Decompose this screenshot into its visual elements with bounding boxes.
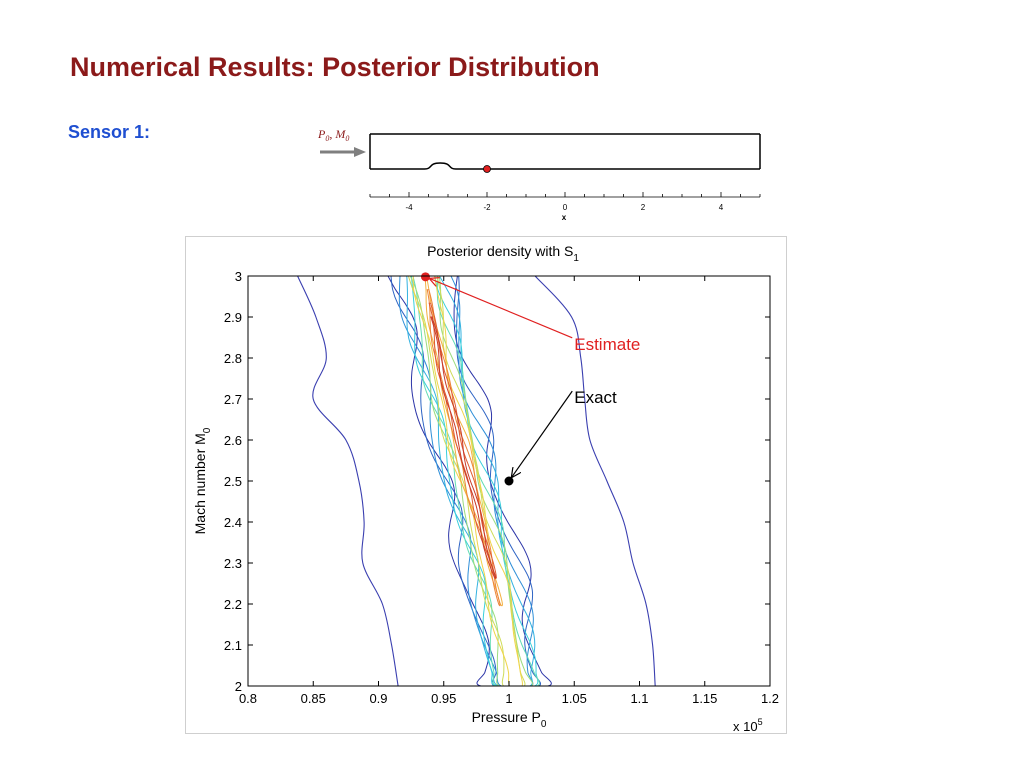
- contour-lines: [297, 276, 656, 686]
- inflow-label-m-sub: 0: [345, 134, 349, 143]
- contour-group: [297, 276, 656, 686]
- x-multiplier: x 105: [733, 717, 763, 734]
- x-multiplier-base: x 10: [733, 719, 758, 734]
- y-tick-label: 2.7: [224, 392, 242, 407]
- y-tick-label: 2.1: [224, 638, 242, 653]
- channel-body: [369, 133, 761, 173]
- annotation-arrow: [430, 279, 573, 339]
- channel-tick-label: 2: [641, 203, 646, 212]
- y-tick-label: 2.3: [224, 556, 242, 571]
- channel-tick-label: 4: [719, 203, 724, 212]
- y-axis-label: Mach number M0: [192, 427, 213, 534]
- x-axis-ticks: 0.8 0.85 0.9 0.95 1 1.05 1.1 1.15 1.2: [239, 276, 779, 706]
- x-tick-label: 1.1: [630, 691, 648, 706]
- y-tick-label: 2.4: [224, 515, 242, 530]
- y-tick-label: 2.5: [224, 474, 242, 489]
- outer-contour-right: [534, 276, 656, 686]
- annotation-label: Estimate: [574, 335, 640, 354]
- y-axis-ticks: 2 2.1 2.2 2.3 2.4 2.5 2.6 2.7 2.8 2.9 3: [224, 269, 770, 694]
- annotation-label: Exact: [574, 388, 617, 407]
- outer-contour-left: [297, 276, 399, 686]
- channel-tick-label: -4: [405, 203, 413, 212]
- chart-title-sub: 1: [573, 253, 579, 264]
- contour-level-4: [406, 276, 536, 686]
- annotation-arrow: [512, 390, 573, 477]
- x-tick-label: 1.15: [692, 691, 717, 706]
- y-tick-label: 2.6: [224, 433, 242, 448]
- x-tick-label: 0.8: [239, 691, 257, 706]
- x-tick-label: 0.95: [431, 691, 456, 706]
- contour-level-8: [407, 276, 526, 686]
- y-axis-label-main: Mach number M: [192, 433, 208, 534]
- contour-level-1: [387, 276, 552, 686]
- inflow-label-p: P: [317, 127, 326, 141]
- annotations: Estimate Exact: [420, 272, 640, 486]
- sensor-marker: [483, 165, 491, 173]
- x-multiplier-exp: 5: [758, 717, 763, 727]
- inflow-label-sep: ,: [329, 127, 332, 141]
- chart-title: Posterior density with S1: [427, 243, 579, 264]
- inflow-label-m: M: [334, 127, 346, 141]
- contour-level-13: [430, 316, 497, 579]
- slide-title: Numerical Results: Posterior Distributio…: [70, 52, 600, 82]
- y-tick-label: 2.2: [224, 597, 242, 612]
- x-tick-label: 0.9: [369, 691, 387, 706]
- x-tick-label: 0.85: [301, 691, 326, 706]
- y-axis-label-sub: 0: [202, 427, 213, 433]
- inflow-label: P0, M0: [317, 127, 349, 143]
- chart-title-main: Posterior density with S: [427, 243, 573, 259]
- channel-bottom-wall: [370, 162, 760, 170]
- x-axis-label-main: Pressure P: [472, 709, 541, 725]
- y-tick-label: 2.9: [224, 310, 242, 325]
- x-axis-label-sub: 0: [541, 719, 547, 730]
- y-tick-label: 3: [235, 269, 242, 284]
- posterior-contour-chart: Posterior density with S1 EstimateExact …: [185, 236, 787, 734]
- point-exact: [504, 476, 514, 486]
- contour-level-2: [390, 276, 541, 686]
- channel-axis-label: x: [562, 213, 567, 222]
- inflow-label-p-sub: 0: [325, 134, 329, 143]
- x-tick-label: 1: [505, 691, 512, 706]
- contour-level-9: [412, 276, 524, 686]
- channel-schematic: P0, M0 -4 -2 0 2 4 x: [317, 127, 761, 222]
- inflow-arrow: [320, 147, 366, 157]
- figure-background: [185, 236, 787, 734]
- x-tick-label: 1.2: [761, 691, 779, 706]
- channel-tick-label: 0: [563, 203, 568, 212]
- x-tick-label: 1.05: [562, 691, 587, 706]
- channel-tick-label: -2: [483, 203, 491, 212]
- sensor-label: Sensor 1:: [68, 122, 151, 142]
- point-estimate: [420, 272, 430, 282]
- y-tick-label: 2.8: [224, 351, 242, 366]
- x-axis-label: Pressure P0: [472, 709, 547, 730]
- contour-level-3: [398, 276, 534, 686]
- contour-level-10: [424, 276, 503, 607]
- y-tick-label: 2: [235, 679, 242, 694]
- channel-x-axis: -4 -2 0 2 4: [369, 192, 761, 212]
